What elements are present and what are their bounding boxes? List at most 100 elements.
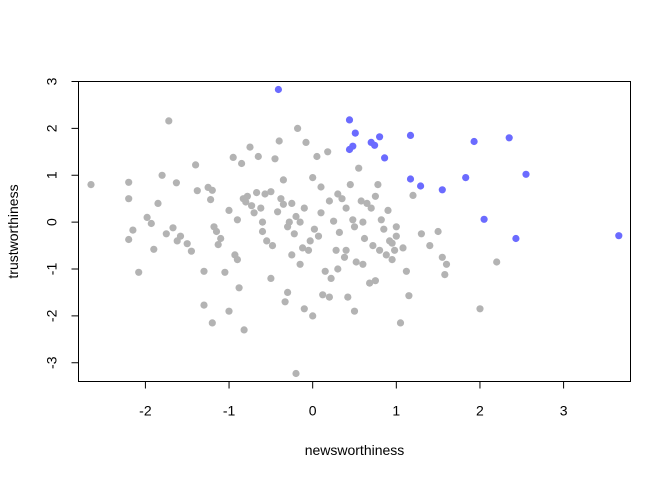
- unselected-point: [176, 232, 185, 240]
- unselected-point: [426, 242, 434, 250]
- unselected-point: [371, 192, 379, 200]
- selected-point: [512, 234, 520, 243]
- unselected-point: [332, 246, 340, 254]
- unselected-point: [200, 267, 208, 275]
- unselected-point: [317, 209, 325, 217]
- unselected-point: [267, 274, 275, 282]
- unselected-point: [321, 267, 329, 275]
- unselected-point: [319, 291, 327, 299]
- unselected-point: [350, 307, 359, 315]
- unselected-point: [125, 235, 133, 244]
- unselected-point: [294, 124, 302, 132]
- unselected-point: [360, 234, 369, 243]
- x-axis: -2 -1 0 1 2 3: [139, 381, 568, 419]
- unselected-point: [392, 223, 400, 231]
- unselected-point: [257, 204, 265, 212]
- unselected-point: [268, 242, 277, 250]
- x-tick-label: -1: [223, 403, 236, 419]
- selected-point: [376, 133, 384, 141]
- unselected-point: [253, 189, 261, 197]
- unselected-point: [261, 190, 269, 198]
- y-tick-label: 1: [44, 171, 60, 179]
- unselected-point: [238, 159, 246, 168]
- unselected-point: [299, 244, 307, 252]
- unselected-point: [476, 305, 484, 313]
- unselected-point: [325, 197, 333, 205]
- unselected-point: [313, 152, 321, 161]
- unselected-point: [309, 174, 317, 182]
- unselected-point: [214, 241, 222, 249]
- unselected-point: [384, 206, 392, 214]
- selected-point: [274, 85, 282, 94]
- unselected-point: [357, 197, 365, 205]
- unselected-point: [330, 217, 338, 225]
- unselected-point: [493, 258, 501, 266]
- x-tick-label: -2: [139, 403, 152, 419]
- unselected-point: [300, 305, 308, 313]
- unselected-point: [263, 237, 271, 245]
- selected-point: [462, 174, 470, 182]
- unselected-point: [150, 245, 158, 253]
- unselected-point: [258, 227, 267, 236]
- unselected-point: [279, 200, 287, 208]
- data-points: [87, 85, 623, 378]
- unselected-point: [183, 240, 191, 248]
- unselected-point: [292, 212, 300, 221]
- unselected-point: [342, 246, 350, 254]
- unselected-point: [221, 268, 229, 276]
- unselected-point: [87, 181, 95, 189]
- unselected-point: [441, 271, 449, 279]
- selected-point: [345, 116, 354, 124]
- selected-point: [522, 170, 530, 178]
- unselected-point: [405, 292, 413, 300]
- unselected-point: [187, 247, 195, 255]
- unselected-point: [243, 192, 251, 200]
- unselected-point: [212, 227, 221, 236]
- unselected-point: [125, 178, 133, 186]
- unselected-point: [285, 218, 293, 226]
- unselected-point: [129, 226, 137, 234]
- unselected-point: [438, 253, 446, 261]
- unselected-point: [135, 268, 143, 276]
- unselected-point: [279, 176, 287, 184]
- unselected-point: [217, 234, 225, 243]
- unselected-point: [254, 152, 262, 161]
- unselected-point: [380, 225, 388, 233]
- unselected-point: [169, 224, 177, 232]
- selected-point: [505, 134, 513, 142]
- unselected-point: [288, 251, 296, 259]
- unselected-point: [399, 244, 407, 252]
- unselected-point: [306, 237, 314, 245]
- unselected-point: [284, 288, 292, 296]
- unselected-point: [304, 246, 313, 254]
- unselected-point: [338, 195, 346, 203]
- unselected-point: [192, 161, 200, 169]
- unselected-point: [350, 223, 359, 231]
- unselected-point: [367, 204, 375, 212]
- x-tick-label: 2: [476, 403, 484, 419]
- unselected-point: [235, 284, 243, 292]
- unselected-point: [324, 148, 332, 156]
- y-tick-label: -3: [44, 356, 60, 369]
- unselected-point: [325, 293, 333, 301]
- unselected-point: [271, 155, 279, 163]
- unselected-point: [193, 187, 201, 195]
- unselected-point: [208, 319, 216, 327]
- x-tick-label: 0: [309, 403, 317, 419]
- unselected-point: [290, 230, 298, 238]
- unselected-point: [359, 218, 367, 226]
- x-tick-label: 3: [560, 403, 568, 419]
- unselected-point: [147, 219, 155, 228]
- y-axis-label: trustworthiness: [5, 184, 21, 278]
- selected-point: [406, 175, 415, 183]
- y-tick-label: 2: [44, 124, 60, 132]
- unselected-point: [396, 319, 405, 327]
- unselected-point: [334, 265, 342, 273]
- unselected-point: [392, 232, 400, 240]
- unselected-point: [352, 258, 360, 266]
- unselected-point: [334, 190, 342, 198]
- selected-point: [351, 129, 359, 137]
- unselected-point: [296, 260, 304, 268]
- plot-box: [78, 81, 631, 382]
